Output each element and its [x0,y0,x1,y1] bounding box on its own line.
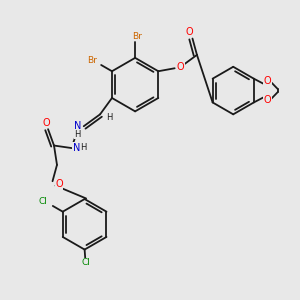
Text: N: N [74,121,81,130]
Text: O: O [55,179,63,189]
Text: O: O [177,62,184,72]
Text: O: O [263,76,271,86]
Text: O: O [43,118,50,128]
Text: Cl: Cl [38,196,47,206]
Text: O: O [185,27,193,37]
Text: H: H [80,143,87,152]
Text: H: H [106,113,112,122]
Text: N: N [73,143,80,153]
Text: O: O [263,95,271,105]
Text: H: H [74,130,80,139]
Text: Cl: Cl [82,258,91,267]
Text: Br: Br [87,56,97,65]
Text: Br: Br [132,32,142,41]
